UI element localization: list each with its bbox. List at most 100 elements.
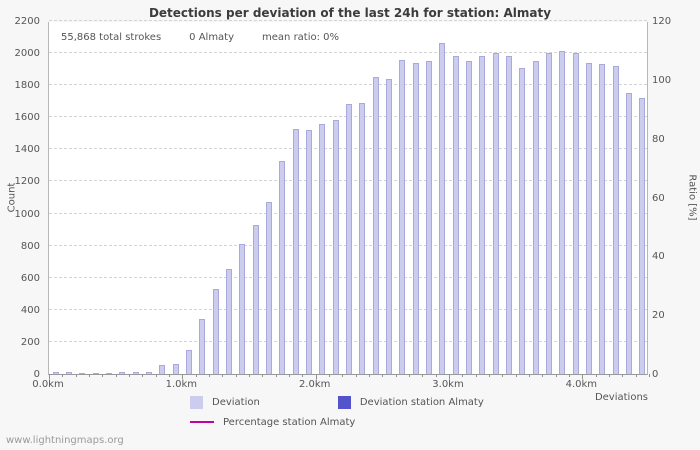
deviation-bar	[479, 56, 486, 374]
y-tick-label-left: 1200	[14, 176, 40, 188]
deviation-bar	[252, 225, 259, 374]
y-tick-label-left: 200	[20, 336, 40, 348]
deviation-bar	[239, 244, 246, 374]
x-axis-tick	[169, 374, 170, 377]
deviation-bar	[452, 56, 459, 374]
mean-ratio-text: mean ratio: 0%	[262, 32, 340, 43]
y-tick-label-right: 120	[652, 16, 672, 27]
x-axis-tick	[49, 374, 50, 379]
deviation-bar	[266, 202, 272, 374]
x-axis-tick	[395, 374, 397, 377]
x-axis-tick	[502, 374, 504, 377]
x-axis-tick	[595, 374, 597, 377]
x-tick-label: 4.0km	[565, 379, 598, 390]
deviation-bar	[52, 372, 59, 374]
x-axis-tick	[89, 374, 90, 377]
deviation-bar	[199, 319, 206, 374]
x-axis-tick	[609, 374, 610, 377]
x-axis-tick	[435, 374, 437, 377]
x-axis-tick	[622, 374, 624, 377]
x-tick-label: 3.0km	[432, 379, 464, 390]
legend-label: Deviation	[212, 396, 260, 408]
y-tick-label-right: 40	[652, 251, 665, 263]
total-strokes-text: 55,868 total strokes	[61, 32, 162, 43]
deviation-bar	[492, 53, 499, 374]
deviation-bar	[66, 372, 72, 374]
deviation-bar	[546, 53, 552, 374]
x-tick-label: 2.0km	[298, 379, 331, 390]
y-tick-label-left: 2200	[14, 16, 40, 27]
x-axis-title: Deviations	[594, 392, 648, 403]
deviation-bar	[386, 79, 392, 374]
y-tick-label-right: 0	[652, 369, 659, 380]
x-axis-tick	[555, 374, 557, 377]
x-axis-tick	[262, 374, 264, 377]
deviation-bar	[439, 43, 446, 374]
x-axis-tick	[302, 374, 304, 377]
deviation-bar	[306, 130, 312, 374]
x-axis-tick	[569, 374, 570, 377]
deviation-bar	[159, 365, 166, 374]
deviation-bar	[332, 120, 339, 374]
deviation-bar	[346, 104, 352, 374]
x-axis-tick	[115, 374, 117, 377]
y-tick-label-right: 60	[652, 192, 665, 204]
legend-row-2: Percentage station Almaty	[190, 412, 562, 432]
x-axis-tick	[209, 374, 210, 377]
deviation-bar	[292, 129, 299, 374]
gridline	[49, 20, 647, 21]
x-axis-tick	[142, 374, 144, 377]
x-axis-tick	[489, 374, 490, 377]
y-tick-label-left: 1400	[14, 144, 40, 156]
x-axis-tick	[222, 374, 224, 377]
deviation-bar	[586, 63, 592, 374]
deviation-bar	[132, 372, 139, 374]
deviation-bar	[359, 103, 366, 374]
deviation-bar	[532, 61, 539, 374]
deviation-bar	[212, 289, 219, 374]
gridline	[49, 84, 647, 86]
deviation-bar	[639, 98, 646, 374]
y-tick-label-left: 600	[20, 272, 40, 284]
x-axis-tick	[342, 374, 344, 377]
deviation-bar	[146, 372, 152, 374]
watermark: www.lightningmaps.org	[6, 435, 124, 446]
deviation-station-swatch-icon	[337, 395, 351, 409]
x-axis-tick	[182, 374, 184, 379]
x-axis-tick	[542, 374, 544, 377]
deviation-bar	[572, 53, 579, 374]
y-tick-label-left: 1000	[14, 208, 40, 220]
legend-row-1: Deviation Deviation station Almaty	[190, 392, 562, 412]
legend-item-deviation: Deviation	[190, 395, 260, 409]
deviation-bar	[559, 51, 566, 374]
deviation-bar	[106, 373, 112, 374]
x-tick-label: 0.0km	[32, 379, 64, 390]
deviation-bar	[506, 56, 512, 374]
x-axis-tick	[235, 374, 237, 377]
gridline	[49, 52, 647, 54]
y-tick-label-left: 1800	[14, 80, 40, 92]
x-axis-tick	[449, 374, 450, 379]
x-axis-tick	[102, 374, 104, 377]
deviation-bar	[372, 77, 379, 374]
x-axis-tick	[475, 374, 477, 377]
deviation-bar	[319, 124, 326, 374]
x-axis-tick	[355, 374, 357, 377]
x-axis-tick	[195, 374, 197, 377]
deviation-bar	[279, 161, 286, 374]
x-axis-tick	[155, 374, 157, 377]
y-tick-label-right: 100	[652, 74, 672, 86]
x-axis-tick	[369, 374, 370, 377]
legend-label: Deviation station Almaty	[359, 396, 484, 408]
x-axis-tick	[382, 374, 384, 377]
x-axis-tick	[289, 374, 290, 377]
x-axis-tick	[409, 374, 410, 377]
deviation-bar	[626, 93, 632, 374]
deviation-bar	[599, 64, 606, 374]
y-tick-label-left: 400	[20, 304, 40, 316]
deviation-bar	[172, 364, 179, 374]
chart-title: Detections per deviation of the last 24h…	[148, 6, 552, 20]
legend: Deviation Deviation station Almaty Perce…	[190, 392, 562, 432]
x-axis-tick	[515, 374, 517, 377]
